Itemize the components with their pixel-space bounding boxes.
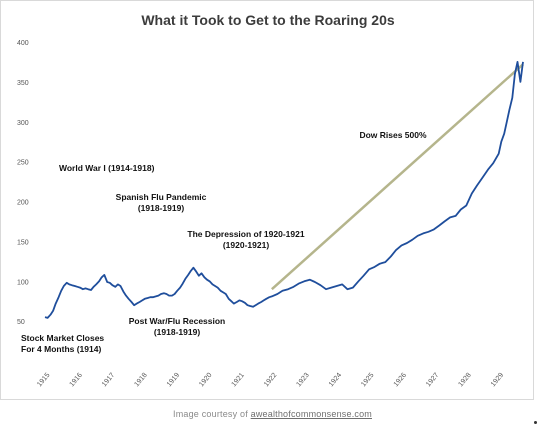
annotation-label: Dow Rises 500% (359, 130, 427, 140)
dow-chart: What it Took to Get to the Roaring 20s 5… (17, 12, 524, 389)
annotation-label: Spanish Flu Pandemic (1918-1919) (116, 192, 207, 213)
credit-prefix: Image courtesy of (173, 409, 251, 419)
annotation-label: The Depression of 1920-1921 (1920-1921) (187, 229, 304, 250)
chart-frame: What it Took to Get to the Roaring 20s 5… (0, 0, 534, 400)
plot-area (44, 61, 524, 319)
annotation-label: World War I (1914-1918) (59, 163, 155, 173)
annotation-line: (1918-1919) (154, 327, 200, 337)
annotation-line: Dow Rises 500% (359, 130, 427, 140)
annotation-line: (1918-1919) (138, 203, 184, 213)
annotation-line: (1920-1921) (223, 240, 269, 250)
x-tick-label: 1917 (101, 372, 116, 389)
y-tick-label: 100 (17, 279, 29, 286)
x-tick-label: 1921 (231, 372, 246, 389)
y-tick-label: 250 (17, 160, 29, 167)
annotation-line: Spanish Flu Pandemic (116, 192, 207, 202)
y-tick-label: 300 (17, 120, 29, 127)
x-tick-label: 1922 (263, 372, 278, 389)
y-tick-label: 200 (17, 200, 29, 207)
x-tick-label: 1920 (198, 372, 213, 389)
x-tick-label: 1918 (133, 372, 148, 389)
y-tick-label: 400 (17, 40, 29, 47)
trend-line (271, 63, 524, 291)
x-tick-label: 1926 (393, 372, 408, 389)
chart-title: What it Took to Get to the Roaring 20s (141, 12, 395, 28)
image-credit: Image courtesy of awealthofcommonsense.c… (0, 409, 545, 419)
y-tick-label: 350 (17, 80, 29, 87)
y-tick-label: 150 (17, 239, 29, 246)
x-tick-label: 1919 (166, 372, 181, 389)
x-tick-label: 1924 (328, 372, 343, 389)
x-tick-label: 1915 (36, 372, 51, 389)
annotations: World War I (1914-1918) Spanish Flu Pande… (21, 130, 427, 354)
annotation-line: Stock Market Closes (21, 333, 104, 343)
x-tick-label: 1928 (457, 372, 472, 389)
x-axis: 1915 1916 1917 1918 1919 1920 1921 1922 1923 1924… (36, 372, 505, 389)
x-tick-label: 1916 (69, 372, 84, 389)
y-tick-label: 50 (17, 319, 25, 326)
y-axis: 50 100 150 200 250 300 350 400 (17, 40, 29, 326)
annotation-line: World War I (1914-1918) (59, 163, 155, 173)
series-line-dow (44, 61, 524, 319)
annotation-line: The Depression of 1920-1921 (187, 229, 304, 239)
x-tick-label: 1923 (295, 372, 310, 389)
bullet-dot (534, 421, 537, 424)
annotation-line: Post War/Flu Recession (129, 316, 226, 326)
credit-link[interactable]: awealthofcommonsense.com (250, 409, 372, 419)
x-tick-label: 1929 (490, 372, 505, 389)
x-tick-label: 1925 (360, 372, 375, 389)
annotation-line: For 4 Months (1914) (21, 344, 101, 354)
x-tick-label: 1927 (425, 372, 440, 389)
annotation-label: Stock Market Closes For 4 Months (1914) (21, 333, 104, 354)
annotation-label: Post War/Flu Recession (1918-1919) (129, 316, 226, 337)
